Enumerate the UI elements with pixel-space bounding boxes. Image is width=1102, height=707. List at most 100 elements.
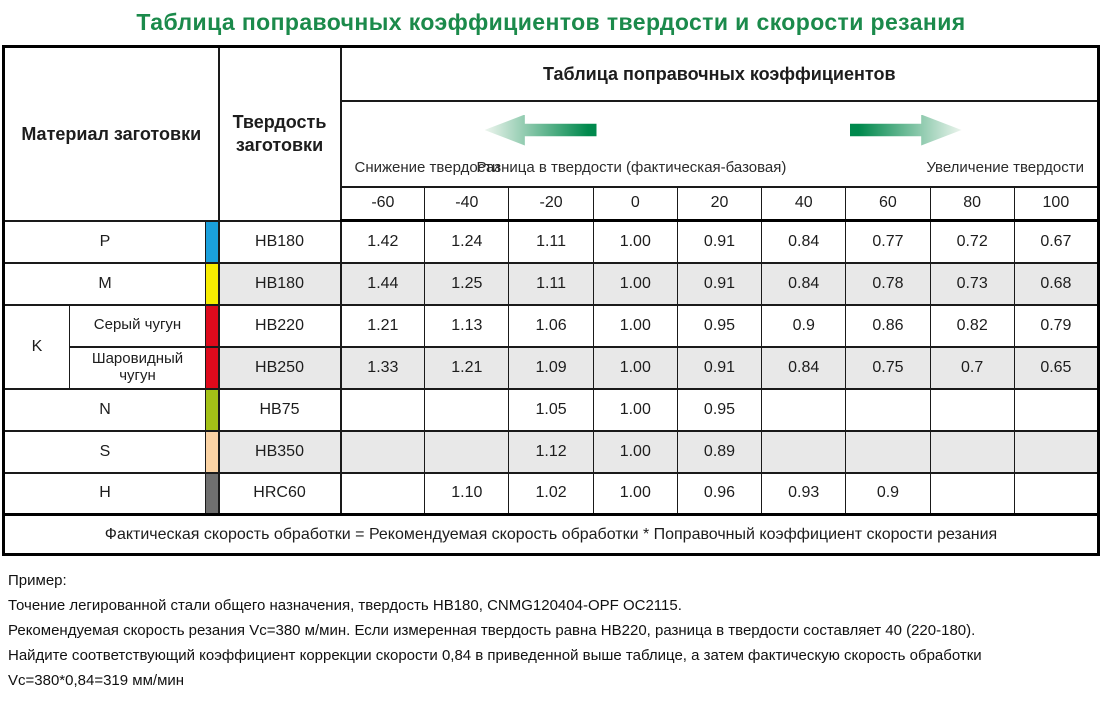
example-line: Найдите соответствующий коэффициент корр… [8, 647, 982, 664]
example-line: Точение легированной стали общего назнач… [8, 597, 682, 614]
coef-cell: 1.10 [424, 471, 510, 516]
coef-cell: 0.93 [761, 471, 847, 516]
coef-cell: 1.00 [592, 345, 678, 390]
coef-cell: 1.02 [508, 471, 594, 516]
table-row: Шаровидный чугун HB250 1.33 1.21 1.09 1.00 0.9… [4, 345, 1100, 390]
coef-cell: 1.09 [508, 345, 594, 390]
header-row: Материал заготовки Твердость заготовки Т… [2, 45, 1099, 222]
coef-cell: 1.44 [340, 261, 426, 306]
coef-cell [929, 387, 1015, 432]
coef-cell [845, 429, 931, 474]
material-letter-cell: P [3, 219, 206, 264]
color-strip [204, 303, 220, 348]
hardness-cell: HB250 [217, 345, 342, 390]
coef-cell: 0.95 [676, 303, 763, 348]
coef-cell [929, 471, 1015, 516]
coef-cell: 1.21 [340, 303, 426, 348]
color-strip [204, 429, 220, 474]
coef-cell: 0.73 [929, 261, 1015, 306]
coef-cell: 1.06 [508, 303, 594, 348]
formula-row: Фактическая скорость обработки = Рекомен… [3, 513, 1099, 556]
table-row: H HRC60 1.10 1.02 1.00 0.96 0.93 0.9 [3, 471, 1100, 516]
coef-cell: 1.00 [592, 387, 678, 432]
decrease-hardness-arrow-icon [484, 114, 597, 146]
coef-cell: 1.33 [340, 345, 426, 390]
coef-cell [845, 387, 931, 432]
coef-cell: 0.75 [845, 345, 931, 390]
coef-cell: 1.42 [340, 219, 426, 264]
coef-cell: 1.24 [424, 219, 510, 264]
increase-hardness-arrow-icon [849, 114, 962, 146]
material-letter-cell: N [3, 387, 206, 432]
coef-cell [761, 387, 847, 432]
coef-cell: 0.95 [676, 387, 763, 432]
color-strip [204, 387, 220, 432]
diff-col-header: 80 [929, 185, 1015, 222]
coef-cell [1013, 471, 1100, 516]
arrow-band: Снижение твердости Разница в твердости (… [340, 99, 1099, 187]
material-letter-cell: H [3, 471, 206, 516]
color-strip [204, 345, 220, 390]
coef-cell: 1.12 [508, 429, 594, 474]
coefficients-table: Материал заготовки Твердость заготовки Т… [2, 45, 1100, 556]
example-line: Vc=380*0,84=319 мм/мин [8, 672, 185, 689]
color-strip [204, 471, 220, 516]
diff-col-header: -40 [424, 185, 510, 222]
difference-header-row: -60 -40 -20 0 20 40 60 80 100 [4, 185, 1100, 222]
coef-cell: 1.11 [508, 261, 594, 306]
coef-cell: 0.78 [845, 261, 931, 306]
coef-cell: 1.00 [592, 471, 678, 516]
hardness-header: Твердость заготовки [217, 45, 342, 222]
table-row: P HB180 1.42 1.24 1.11 1.00 0.91 0.84 0.77 0.72 0.… [3, 219, 1100, 264]
coef-cell: 1.00 [592, 261, 678, 306]
increase-hardness-label: Увеличение твердости [926, 158, 1084, 176]
diff-col-header: 40 [761, 185, 847, 222]
decrease-hardness-label: Снижение твердости [354, 158, 501, 176]
material-header: Материал заготовки [2, 45, 220, 222]
example-line: Рекомендуемая скорость резания Vc=380 м/… [8, 622, 976, 639]
hardness-cell: HB180 [217, 219, 342, 264]
coef-cell: 1.25 [424, 261, 510, 306]
example-line: Пример: [8, 572, 67, 589]
coef-cell: 0.86 [845, 303, 931, 348]
page-title: Таблица поправочных коэффициентов твердо… [136, 9, 966, 35]
coef-cell: 1.13 [424, 303, 510, 348]
coef-cell: 0.67 [1013, 219, 1100, 264]
diff-col-header: 100 [1013, 185, 1100, 222]
coef-cell: 1.11 [508, 219, 594, 264]
coef-cell: 0.68 [1013, 261, 1100, 306]
hardness-difference-label: Разница в твердости (фактическая-базовая… [476, 158, 787, 176]
coef-cell: 0.7 [929, 345, 1015, 390]
material-letter-cell: S [3, 429, 206, 474]
coef-cell: 0.79 [1013, 303, 1100, 348]
coef-cell [424, 387, 510, 432]
coef-cell: 1.05 [508, 387, 594, 432]
table-row: S HB350 1.12 1.00 0.89 [3, 429, 1100, 474]
coef-cell: 0.84 [761, 219, 847, 264]
coeff-table-header: Таблица поправочных коэффициентов [340, 45, 1099, 101]
coef-cell: 0.72 [929, 219, 1015, 264]
table-row: K Серый чугун HB220 1.21 1.13 1.06 1.00 0.95 0.9… [3, 303, 1100, 390]
hardness-cell: HRC60 [217, 471, 342, 516]
arrow-band-row: Снижение твердости Разница в твердости (… [4, 99, 1099, 187]
color-strip [204, 219, 220, 264]
material-letter-cell: K [3, 303, 70, 390]
material-letter-cell: M [3, 261, 206, 306]
coef-cell [340, 429, 426, 474]
coef-cell: 0.84 [761, 345, 847, 390]
diff-col-header: 60 [845, 185, 931, 222]
coef-cell: 1.00 [592, 303, 678, 348]
diff-col-header: -60 [340, 185, 426, 222]
coef-cell: 0.89 [676, 429, 763, 474]
hardness-cell: HB75 [217, 387, 342, 432]
coef-cell: 1.00 [592, 219, 678, 264]
coef-cell: 0.84 [761, 261, 847, 306]
coef-cell: 0.65 [1013, 345, 1100, 390]
coef-cell: 0.91 [676, 261, 763, 306]
example-block: Пример: Точение легированной стали общего… [8, 568, 1102, 693]
coef-cell: 0.9 [761, 303, 847, 348]
table-row: N HB75 1.05 1.00 0.95 [3, 387, 1100, 432]
coef-cell: 0.96 [676, 471, 763, 516]
coef-cell [1013, 387, 1100, 432]
hardness-cell: HB180 [217, 261, 342, 306]
